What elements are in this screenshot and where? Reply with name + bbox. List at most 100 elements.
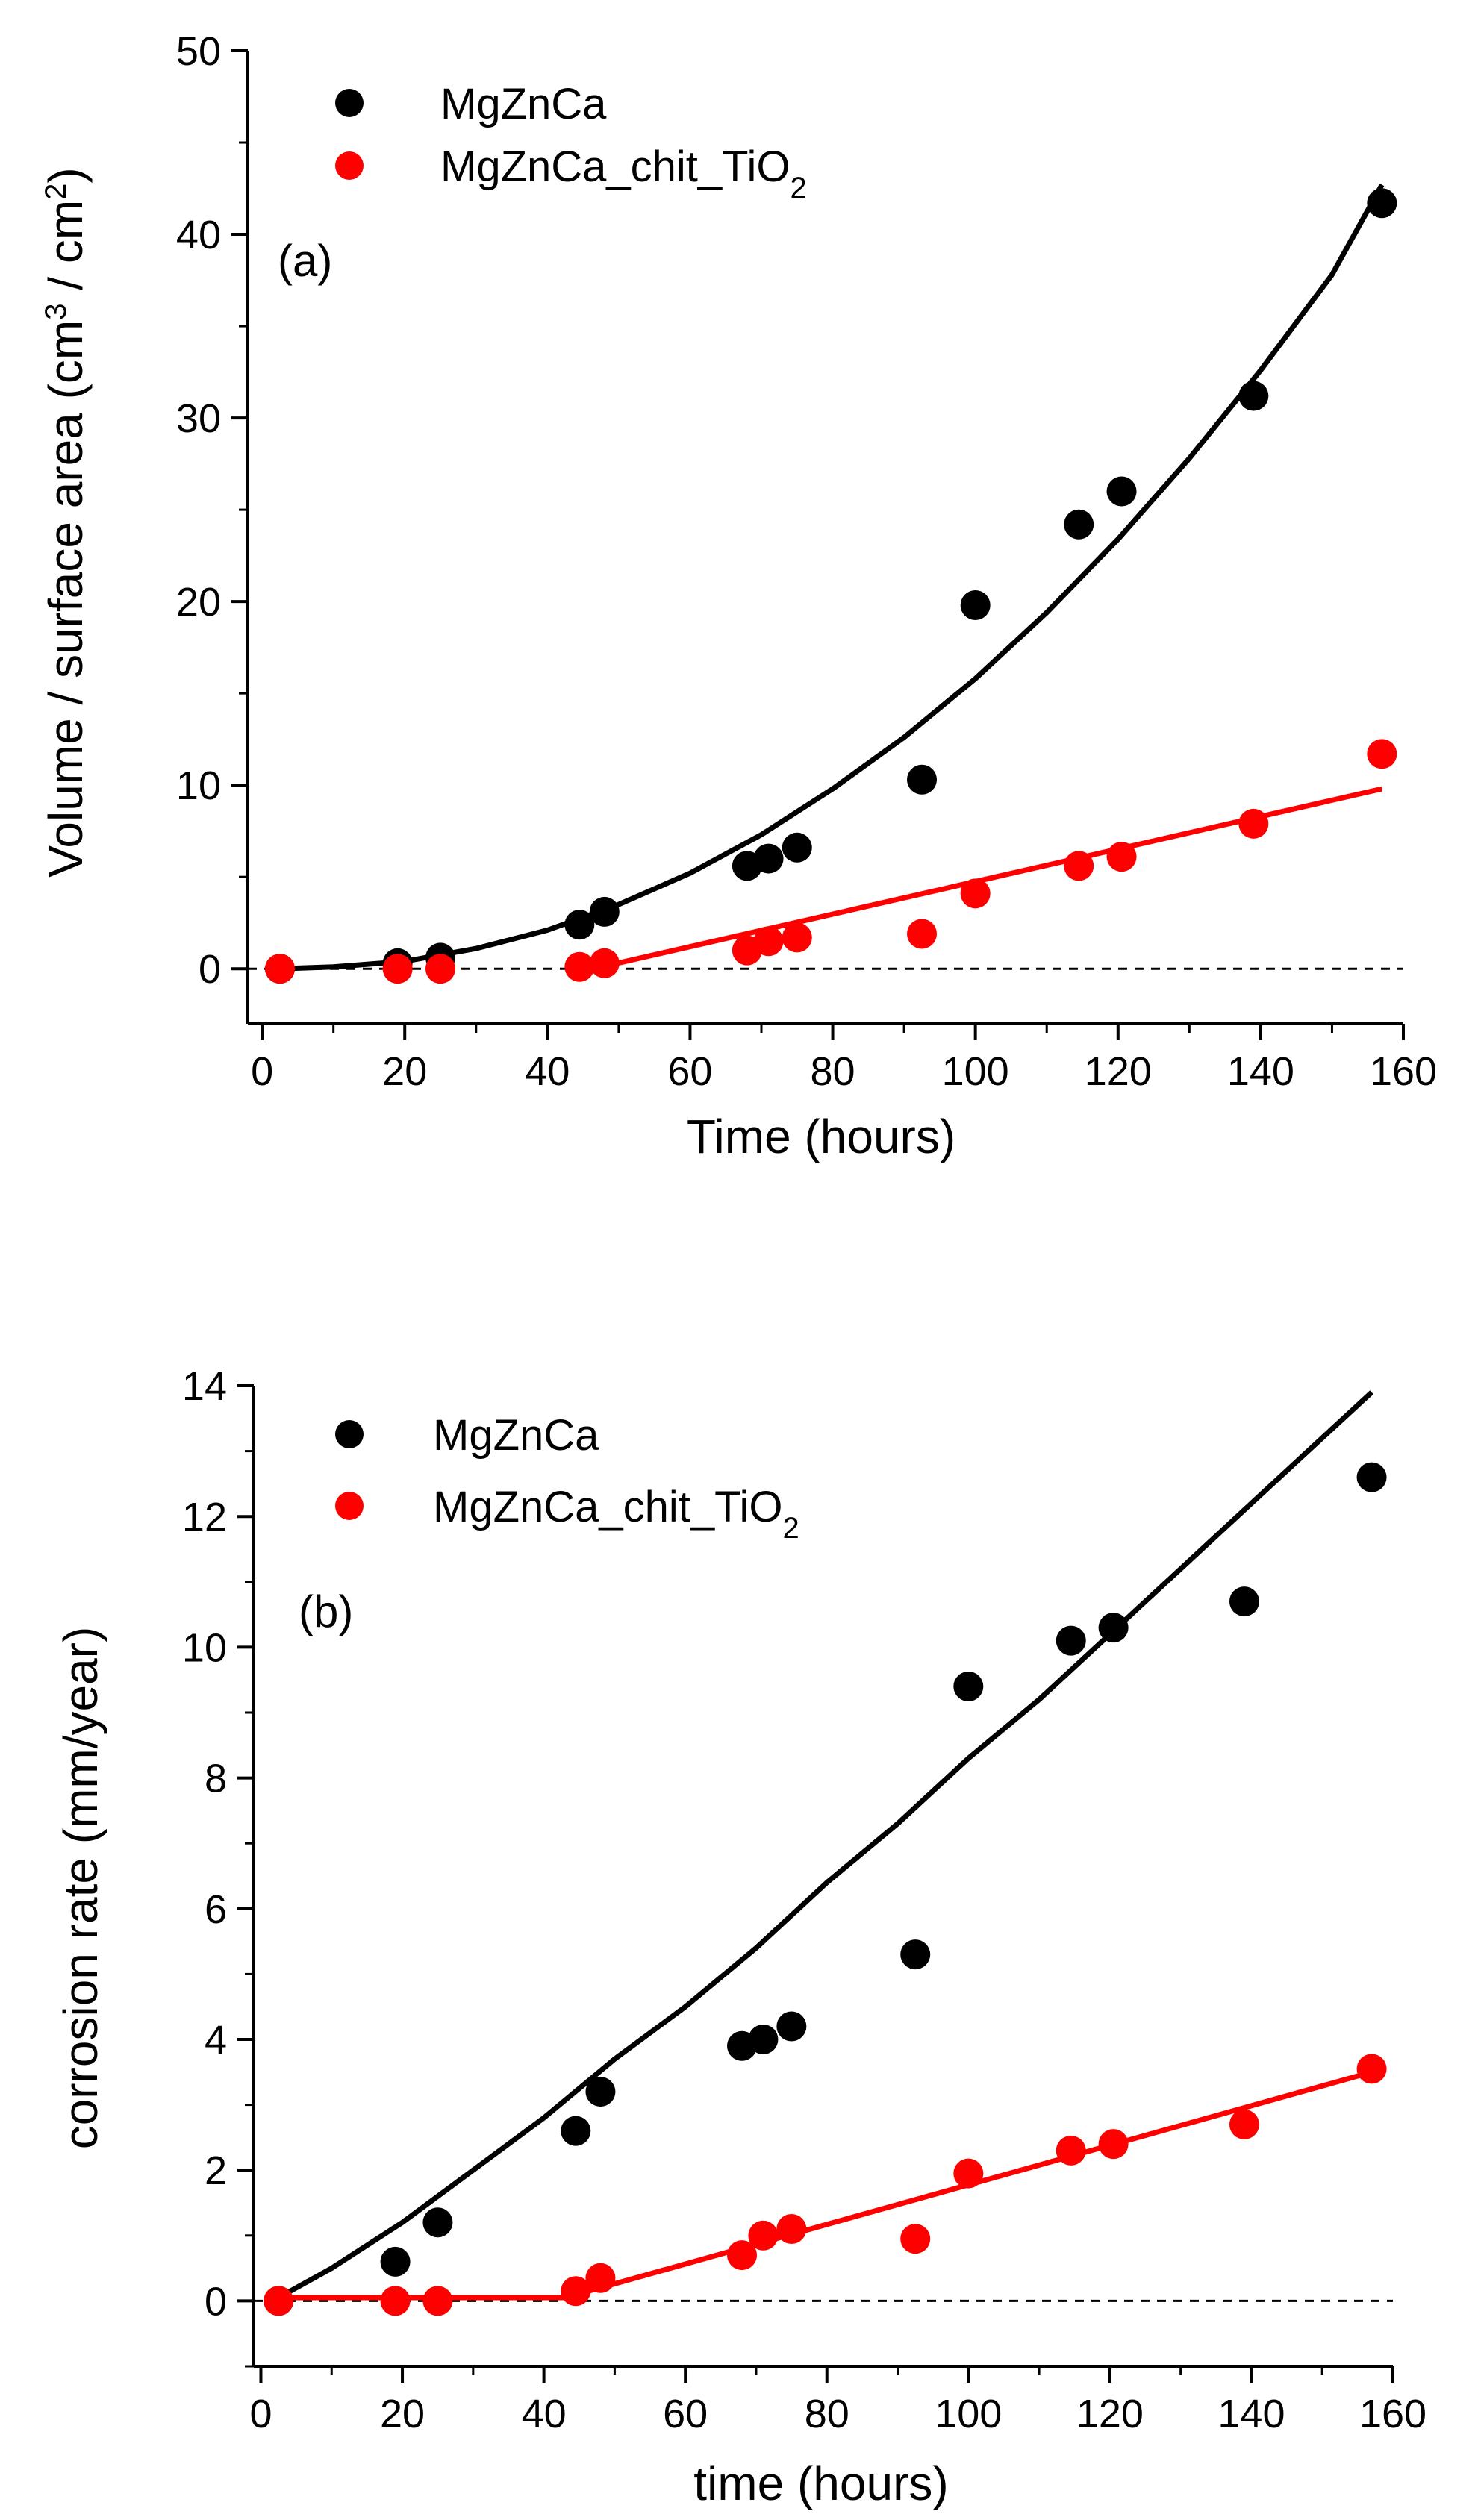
y-axis-title-a-sup2: 2 <box>40 184 72 200</box>
data-point-b-0 <box>1098 1613 1129 1643</box>
x-tick-label-a: 160 <box>1370 1049 1437 1094</box>
y-tick-label-b: 8 <box>205 1757 227 1801</box>
x-tick-label-a: 100 <box>942 1049 1009 1094</box>
y-tick-label-b: 12 <box>182 1495 227 1539</box>
data-point-a-0 <box>753 843 784 874</box>
legend-label-a-1-text: MgZnCa_chit_TiO <box>440 143 790 191</box>
y-axis-title-a-part2: / cm <box>39 200 93 304</box>
data-point-b-1 <box>1056 2135 1086 2166</box>
data-point-a-0 <box>1238 381 1269 411</box>
y-axis-title-a: Volume / surface area (cm3 / cm2) <box>39 167 93 877</box>
y-tick-label-a: 30 <box>176 396 221 441</box>
y-axis-title-a-part1: Volume / surface area (cm <box>39 320 93 878</box>
legend-label-a-1: MgZnCa_chit_TiO2 <box>440 143 807 204</box>
data-point-a-1 <box>564 951 595 982</box>
data-point-b-1 <box>748 2220 779 2251</box>
y-tick-label-b: 6 <box>205 1887 227 1932</box>
data-point-a-0 <box>1106 476 1137 507</box>
x-tick-label-a: 0 <box>251 1049 273 1094</box>
y-axis-title-a-part3: ) <box>39 167 93 183</box>
data-point-b-0 <box>953 1671 984 1701</box>
y-axis-title-a-sup1: 3 <box>40 304 72 320</box>
y-tick-label-b: 10 <box>182 1625 227 1670</box>
data-point-b-0 <box>776 2011 807 2042</box>
data-point-a-1 <box>589 948 620 978</box>
x-tick-label-a: 60 <box>667 1049 712 1094</box>
data-point-a-1 <box>782 922 812 953</box>
data-point-a-0 <box>782 832 812 863</box>
x-tick-label-a: 80 <box>811 1049 855 1094</box>
x-tick-label-b: 160 <box>1359 2392 1426 2436</box>
x-tick-label-b: 0 <box>249 2392 272 2436</box>
data-point-b-1 <box>900 2224 931 2254</box>
data-point-b-0 <box>900 1939 931 1970</box>
y-tick-label-a: 0 <box>199 947 221 992</box>
data-point-a-0 <box>564 910 595 940</box>
data-point-b-0 <box>422 2207 453 2238</box>
data-point-a-0 <box>589 896 620 927</box>
data-point-a-1 <box>1064 851 1094 881</box>
legend-marker-b-1 <box>335 1492 364 1520</box>
data-point-a-1 <box>1238 808 1269 839</box>
data-point-a-0 <box>960 590 991 621</box>
fit-line-a-0 <box>279 183 1385 972</box>
legend-marker-b-0 <box>335 1420 364 1448</box>
y-tick-label-b: 14 <box>182 1364 227 1409</box>
data-point-b-1 <box>585 2263 616 2293</box>
legend-label-b-0: MgZnCa <box>433 1411 599 1460</box>
data-point-b-0 <box>1229 1586 1259 1617</box>
data-point-a-0 <box>907 764 937 795</box>
y-tick-label-b: 0 <box>205 2279 227 2324</box>
x-tick-label-a: 20 <box>382 1049 427 1094</box>
x-axis-title-a: Time (hours) <box>687 1110 955 1163</box>
data-point-a-0 <box>1367 188 1397 219</box>
x-tick-label-b: 40 <box>522 2392 567 2436</box>
data-point-b-1 <box>264 2286 294 2316</box>
data-point-b-0 <box>1356 1462 1387 1492</box>
panel-label-a: (a) <box>278 236 332 286</box>
data-point-b-1 <box>422 2286 453 2316</box>
y-tick-label-b: 4 <box>205 2018 227 2063</box>
fit-line-b-0 <box>277 1390 1373 2301</box>
y-tick-label-a: 40 <box>176 213 221 257</box>
y-tick-label-b: 2 <box>205 2148 227 2193</box>
data-point-b-1 <box>380 2286 411 2316</box>
x-tick-label-a: 120 <box>1085 1049 1152 1094</box>
x-tick-label-b: 80 <box>805 2392 849 2436</box>
x-tick-label-b: 120 <box>1076 2392 1144 2436</box>
x-tick-label-b: 100 <box>935 2392 1002 2436</box>
y-axis-title-b: corrosion rate (mm/year) <box>54 1627 107 2150</box>
data-point-a-1 <box>382 954 413 984</box>
legend-marker-a-0 <box>335 89 364 117</box>
legend-marker-a-1 <box>335 151 364 180</box>
x-tick-label-b: 140 <box>1217 2392 1285 2436</box>
legend-a: MgZnCa MgZnCa_chit_TiO2 <box>335 80 807 204</box>
legend-label-b-1: MgZnCa_chit_TiO2 <box>433 1483 799 1545</box>
data-point-a-1 <box>265 954 295 984</box>
x-tick-label-b: 20 <box>380 2392 425 2436</box>
legend-label-b-1-text: MgZnCa_chit_TiO <box>433 1483 782 1531</box>
data-point-b-1 <box>1098 2129 1129 2160</box>
legend-label-a-1-sub: 2 <box>790 172 806 204</box>
legend-label-a-0: MgZnCa <box>440 80 607 128</box>
y-tick-label-a: 10 <box>176 763 221 808</box>
data-point-a-1 <box>1367 739 1397 769</box>
data-point-a-1 <box>960 878 991 909</box>
y-tick-label-a: 20 <box>176 580 221 625</box>
data-point-b-1 <box>727 2240 757 2271</box>
data-point-b-0 <box>1056 1625 1086 1656</box>
x-tick-label-a: 140 <box>1227 1049 1294 1094</box>
data-point-b-1 <box>953 2158 984 2189</box>
data-point-b-1 <box>776 2214 807 2245</box>
x-tick-label-b: 60 <box>663 2392 708 2436</box>
data-point-a-1 <box>907 919 937 949</box>
data-point-a-0 <box>1064 509 1094 540</box>
data-point-b-0 <box>561 2116 591 2146</box>
chart-panel-b: (b) time (hours) corrosion rate (mm/year… <box>54 1364 1426 2510</box>
data-point-a-1 <box>425 954 455 984</box>
data-point-b-0 <box>585 2077 616 2107</box>
data-point-b-1 <box>561 2276 591 2307</box>
data-point-b-0 <box>748 2025 779 2054</box>
data-point-a-1 <box>753 926 784 957</box>
